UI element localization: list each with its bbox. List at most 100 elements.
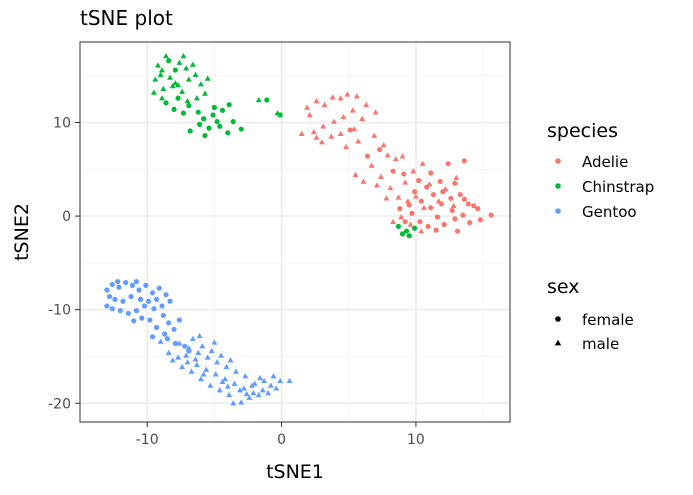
point-adelie-female	[433, 227, 439, 233]
point-gentoo-male	[259, 387, 266, 393]
point-adelie-female	[390, 168, 396, 174]
point-gentoo-male	[157, 338, 164, 344]
point-adelie-female	[428, 170, 434, 176]
point-gentoo-female	[149, 290, 156, 296]
y-axis-ticks: -20 -10 0 10	[48, 115, 80, 412]
point-adelie-male	[337, 130, 344, 136]
point-chinstrap-male	[204, 75, 211, 81]
point-adelie-male	[330, 118, 337, 124]
point-chinstrap-female	[201, 116, 207, 122]
legend-key-female	[555, 316, 561, 322]
point-chinstrap-female	[172, 67, 179, 73]
x-tick-label: -10	[136, 432, 159, 448]
point-chinstrap-male	[201, 90, 208, 96]
point-chinstrap-male	[158, 95, 165, 101]
point-gentoo-female	[153, 296, 160, 302]
legend-key-adelie	[555, 158, 561, 164]
point-gentoo-male	[207, 382, 214, 388]
point-chinstrap-male	[167, 74, 174, 80]
point-adelie-male	[313, 134, 320, 140]
point-adelie-female	[377, 147, 383, 153]
point-adelie-female	[448, 195, 454, 201]
point-adelie-male	[384, 152, 391, 158]
point-gentoo-male	[183, 352, 190, 358]
point-gentoo-female	[133, 279, 140, 285]
point-gentoo-female	[137, 296, 144, 302]
point-chinstrap-female	[171, 106, 177, 112]
point-adelie-male	[419, 160, 426, 166]
x-axis-title: tSNE1	[266, 461, 324, 483]
point-adelie-male	[351, 126, 358, 132]
point-adelie-male	[373, 182, 380, 188]
plot-panel	[79, 41, 511, 423]
point-adelie-male	[318, 139, 325, 145]
point-gentoo-female	[153, 324, 160, 331]
point-gentoo-male	[270, 373, 277, 379]
point-gentoo-male	[255, 391, 262, 398]
point-adelie-female	[411, 189, 418, 195]
point-gentoo-female	[139, 315, 145, 321]
point-chinstrap-female	[395, 223, 402, 229]
point-chinstrap-female	[163, 100, 169, 106]
point-adelie-female	[441, 221, 447, 228]
point-gentoo-male	[218, 352, 225, 358]
point-chinstrap-female	[226, 102, 232, 108]
point-adelie-female	[461, 158, 467, 164]
point-gentoo-female	[117, 308, 123, 314]
point-adelie-female	[452, 216, 458, 222]
point-adelie-male	[353, 93, 360, 99]
point-gentoo-female	[149, 334, 156, 340]
point-gentoo-female	[120, 298, 126, 304]
point-gentoo-male	[227, 357, 234, 363]
point-gentoo-male	[226, 391, 233, 398]
plot-border	[79, 41, 511, 423]
point-adelie-female	[461, 196, 467, 202]
species-legend-items: Adelie Chinstrap Gentoo	[555, 153, 654, 221]
y-tick-label: -10	[48, 303, 71, 319]
point-adelie-female	[477, 217, 484, 223]
legend-label-adelie: Adelie	[582, 153, 628, 171]
legend-label-male: male	[582, 335, 619, 353]
point-adelie-female	[437, 178, 443, 185]
point-chinstrap-female	[238, 126, 244, 132]
point-chinstrap-male	[172, 80, 179, 86]
point-adelie-male	[329, 94, 336, 100]
point-adelie-female	[471, 203, 477, 209]
point-adelie-male	[310, 128, 317, 135]
point-adelie-male	[380, 141, 387, 148]
point-chinstrap-male	[152, 76, 159, 82]
point-chinstrap-male	[154, 62, 161, 68]
point-gentoo-male	[204, 354, 211, 360]
point-chinstrap-male	[185, 76, 192, 82]
point-gentoo-female	[145, 298, 152, 304]
point-gentoo-male	[169, 357, 176, 363]
point-gentoo-female	[109, 306, 115, 312]
point-chinstrap-female	[403, 228, 410, 234]
point-gentoo-female	[164, 336, 170, 342]
point-adelie-female	[425, 223, 431, 229]
point-gentoo-male	[223, 363, 230, 370]
legend-key-chinstrap	[555, 183, 561, 189]
species-legend-title: species	[547, 120, 618, 142]
point-adelie-female	[434, 214, 441, 220]
point-gentoo-male	[230, 400, 237, 406]
point-chinstrap-female	[406, 233, 412, 239]
point-gentoo-female	[166, 320, 172, 326]
point-chinstrap-female	[211, 104, 217, 111]
point-adelie-female	[430, 191, 437, 198]
point-chinstrap-male	[160, 85, 167, 92]
x-axis-ticks: -10 0 10	[136, 422, 425, 448]
point-chinstrap-male	[158, 67, 165, 73]
point-gentoo-male	[273, 385, 280, 391]
point-gentoo-female	[128, 293, 134, 300]
point-gentoo-male	[219, 378, 226, 384]
y-tick-label: -20	[48, 396, 71, 412]
point-gentoo-female	[167, 298, 173, 304]
point-adelie-female	[416, 177, 422, 184]
point-adelie-male	[453, 174, 460, 180]
point-chinstrap-male	[192, 71, 199, 78]
point-gentoo-female	[106, 293, 113, 300]
point-adelie-female	[475, 206, 481, 212]
point-chinstrap-female	[187, 128, 193, 134]
point-gentoo-female	[160, 312, 166, 318]
